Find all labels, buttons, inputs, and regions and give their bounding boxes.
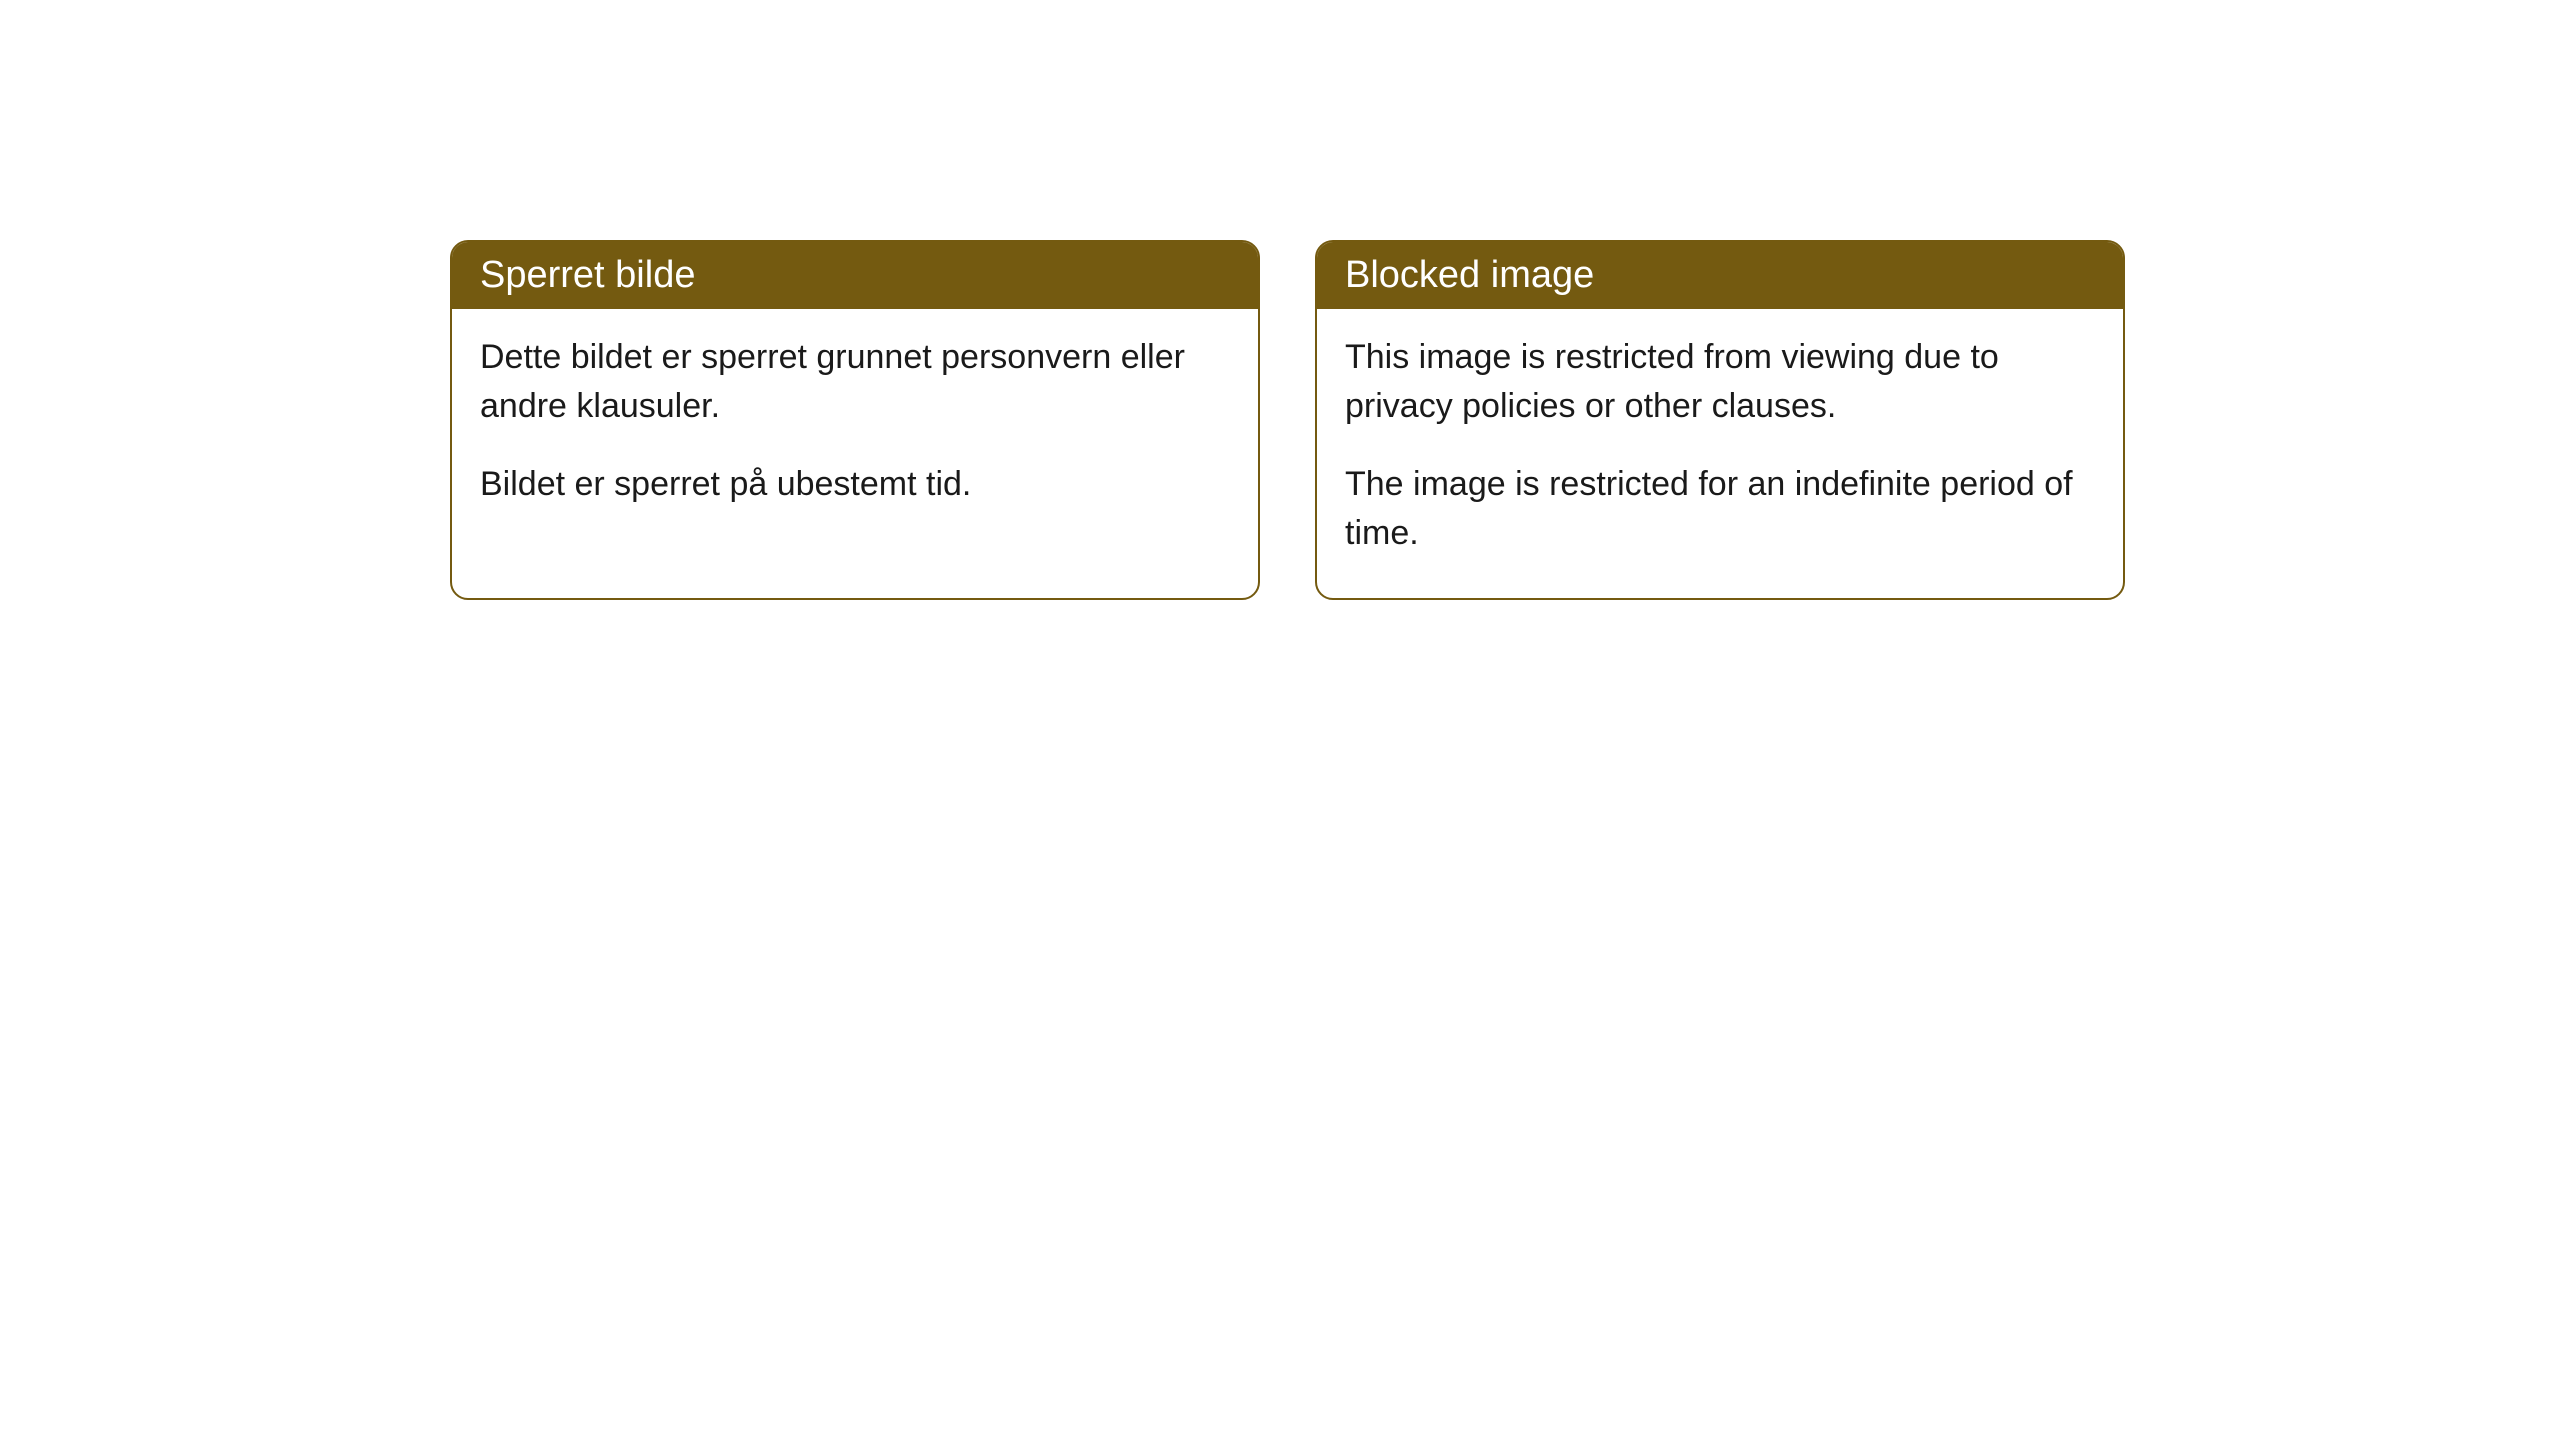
card-header-norwegian: Sperret bilde: [452, 242, 1258, 309]
cards-container: Sperret bilde Dette bildet er sperret gr…: [450, 240, 2125, 600]
card-english: Blocked image This image is restricted f…: [1315, 240, 2125, 600]
card-paragraph: Bildet er sperret på ubestemt tid.: [480, 460, 1230, 509]
card-title: Sperret bilde: [480, 254, 695, 296]
card-header-english: Blocked image: [1317, 242, 2123, 309]
card-body-english: This image is restricted from viewing du…: [1317, 309, 2123, 598]
card-title: Blocked image: [1345, 254, 1594, 296]
card-paragraph: Dette bildet er sperret grunnet personve…: [480, 333, 1230, 432]
card-body-norwegian: Dette bildet er sperret grunnet personve…: [452, 309, 1258, 549]
card-paragraph: This image is restricted from viewing du…: [1345, 333, 2095, 432]
card-norwegian: Sperret bilde Dette bildet er sperret gr…: [450, 240, 1260, 600]
card-paragraph: The image is restricted for an indefinit…: [1345, 460, 2095, 559]
